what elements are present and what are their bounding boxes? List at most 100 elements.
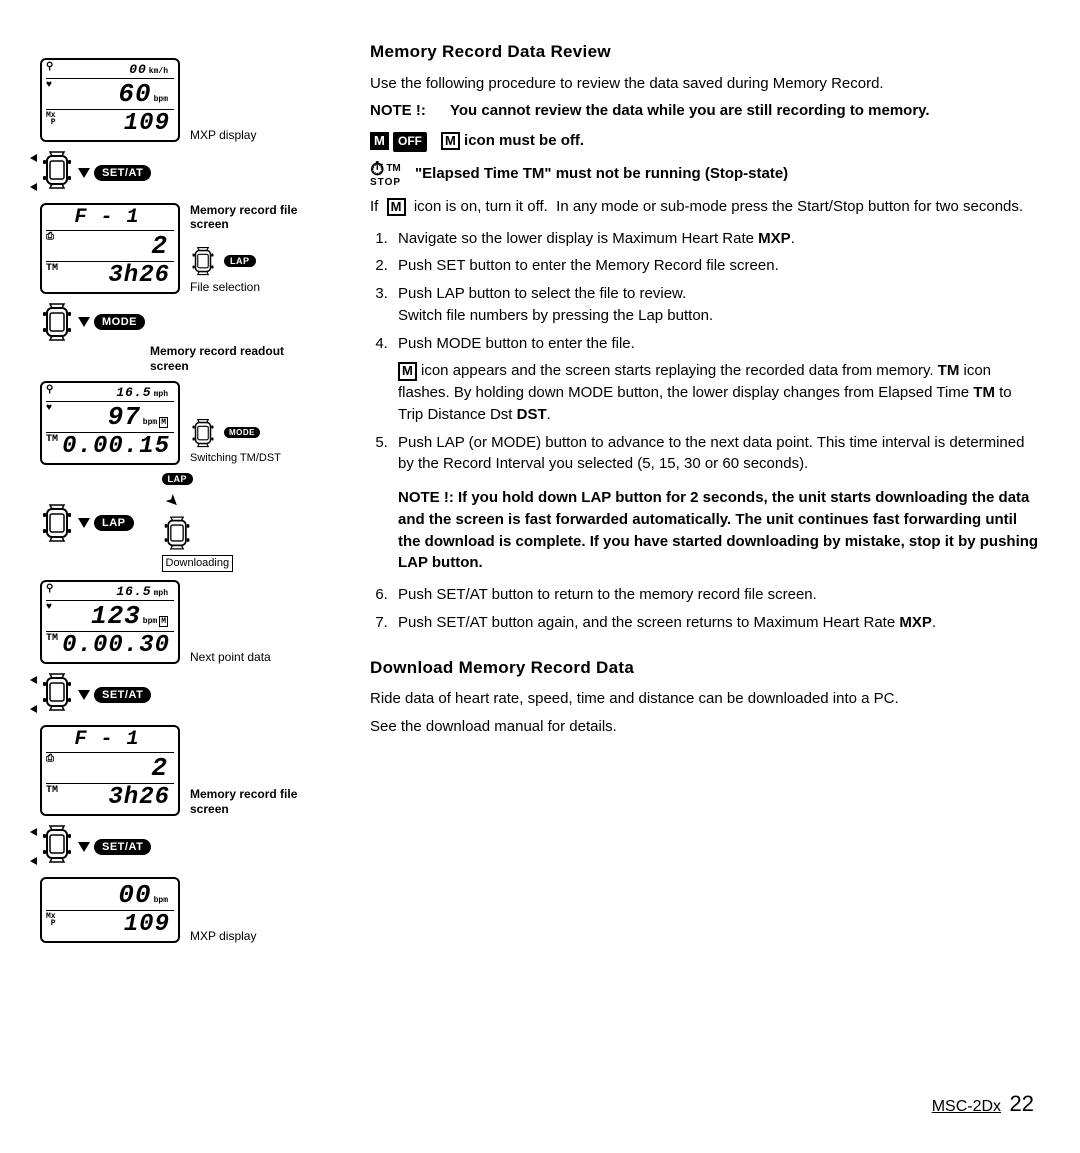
file-id: F - 1 [46, 208, 174, 231]
tm-value: 3h26 [108, 262, 170, 289]
tm-label: TM [46, 264, 58, 274]
tm-value: 0.00.30 [62, 632, 170, 659]
arrow-down-icon [78, 168, 90, 178]
steps-list-cont: Push SET/AT button to return to the memo… [392, 584, 1040, 634]
lcd-file-2: F - 1 ⎙ 2 TM 3h26 [40, 725, 180, 816]
lcd-mxp-1: ⚲00km/h ♥60bpm Mx P109 [40, 58, 180, 142]
file-count: 2 [151, 753, 168, 783]
note-label: NOTE !: [370, 102, 426, 119]
lcd-readout-1: ⚲16.5mph ♥97bpmM TM0.00.15 [40, 381, 180, 465]
icon-row-m-off: M OFF M icon must be off. [370, 130, 1040, 152]
m-icon: M [370, 132, 389, 150]
mxp-label: Mx P [46, 112, 56, 126]
pill-setat: SET/AT [94, 687, 151, 703]
tm-value: 3h26 [108, 784, 170, 811]
page: ⚲00km/h ♥60bpm Mx P109 MXP display SET/A… [40, 40, 1040, 943]
step-7: Push SET/AT button again, and the screen… [392, 612, 1040, 634]
note-line: NOTE !: You cannot review the data while… [370, 100, 1040, 122]
caption-file-screen: Memory record file screen [190, 787, 300, 816]
step-setat-1: SET/AT [40, 150, 151, 195]
tm-label: TM [46, 634, 58, 644]
step-mode: MODE [40, 302, 145, 342]
step-5: Push LAP (or MODE) button to advance to … [392, 432, 1040, 476]
download-p1: Ride data of heart rate, speed, time and… [370, 688, 1040, 710]
icon-row-stop: ⏱TM STOP "Elapsed Time TM" must not be r… [370, 160, 1040, 188]
arrow-down-icon [78, 690, 90, 700]
file-icon: ⎙ [46, 233, 54, 243]
m-icon: M [398, 362, 417, 380]
caption-switching: Switching TM/DST [190, 452, 281, 465]
watch-icon [40, 150, 74, 190]
diagram-column: ⚲00km/h ♥60bpm Mx P109 MXP display SET/A… [40, 40, 350, 943]
speed-unit: mph [154, 390, 168, 399]
hr-value: 97 [108, 402, 141, 432]
caption-mxp-display: MXP display [190, 929, 256, 943]
speed-unit: mph [154, 589, 168, 598]
caption-file-selection: File selection [190, 280, 260, 294]
caption-file-screen: Memory record file screen [190, 203, 300, 232]
speed-unit: km/h [149, 67, 168, 76]
step-lap: LAP LAP ➤ Downloading [40, 473, 233, 572]
caption-mxp-display: MXP display [190, 128, 256, 142]
pill-lap: LAP [162, 473, 194, 485]
pill-mode: MODE [224, 427, 260, 438]
m-off-desc: M icon must be off. [441, 130, 584, 152]
step-2: Push SET button to enter the Memory Reco… [392, 255, 1040, 277]
note-text: You cannot review the data while you are… [450, 102, 930, 119]
arrow-down-icon [78, 518, 90, 528]
heading-review: Memory Record Data Review [370, 40, 1040, 65]
pill-mode: MODE [94, 314, 145, 330]
pill-setat: SET/AT [94, 165, 151, 181]
watch-icon [162, 515, 192, 551]
mxp-label: Mx P [46, 913, 56, 927]
download-p2: See the download manual for details. [370, 716, 1040, 738]
steps-list: Navigate so the lower display is Maximum… [392, 228, 1040, 476]
step4-sub: M icon appears and the screen starts rep… [398, 360, 1040, 425]
step-3: Push LAP button to select the file to re… [392, 283, 1040, 327]
m-icon: M [387, 198, 406, 216]
m-badge: M [159, 417, 168, 428]
hr-unit: bpm [154, 896, 168, 905]
heading-download: Download Memory Record Data [370, 656, 1040, 681]
caption-readout-screen: Memory record readout screen [150, 344, 300, 373]
bike-icon: ⚲ [46, 63, 53, 73]
bike-icon: ⚲ [46, 386, 53, 396]
watch-icon [190, 246, 216, 276]
arrow-down-icon [78, 317, 90, 327]
mxp-value: 109 [124, 911, 170, 938]
bike-icon: ⚲ [46, 585, 53, 595]
watch-icon [40, 302, 74, 342]
m-icon: M [441, 132, 460, 150]
m-badge: M [159, 616, 168, 627]
pill-lap: LAP [94, 515, 134, 531]
arrow-diag-icon: ➤ [160, 489, 184, 513]
pill-lap: LAP [224, 255, 256, 267]
heart-icon: ♥ [46, 81, 52, 91]
file-id: F - 1 [46, 730, 174, 753]
tm-value: 0.00.15 [62, 433, 170, 460]
step-setat-3: SET/AT [40, 824, 151, 869]
hr-unit: bpm [143, 617, 157, 626]
hr-value: 00 [118, 880, 151, 910]
step-4: Push MODE button to enter the file. M ic… [392, 333, 1040, 426]
file-icon: ⎙ [46, 755, 54, 765]
heart-icon: ♥ [46, 603, 52, 613]
speed-value: 16.5 [116, 385, 151, 400]
watch-icon [190, 418, 216, 448]
lcd-mxp-2: 00bpm Mx P 109 [40, 877, 180, 943]
content-column: Memory Record Data Review Use the follow… [370, 40, 1040, 943]
caption-downloading: Downloading [162, 555, 234, 572]
speed-value: 16.5 [116, 584, 151, 599]
tm-label: TM [46, 435, 58, 445]
step-6: Push SET/AT button to return to the memo… [392, 584, 1040, 606]
speed-value: 00 [129, 62, 147, 77]
note-download: NOTE !: If you hold down LAP button for … [398, 487, 1040, 574]
hr-unit: bpm [143, 418, 157, 427]
caption-next-point: Next point data [190, 650, 271, 664]
hr-unit: bpm [154, 95, 168, 104]
tm-label: TM [46, 786, 58, 796]
arrow-down-icon [78, 842, 90, 852]
stop-desc: "Elapsed Time TM" must not be running (S… [415, 163, 788, 185]
hr-value: 60 [118, 79, 151, 109]
hr-value: 123 [91, 601, 141, 631]
